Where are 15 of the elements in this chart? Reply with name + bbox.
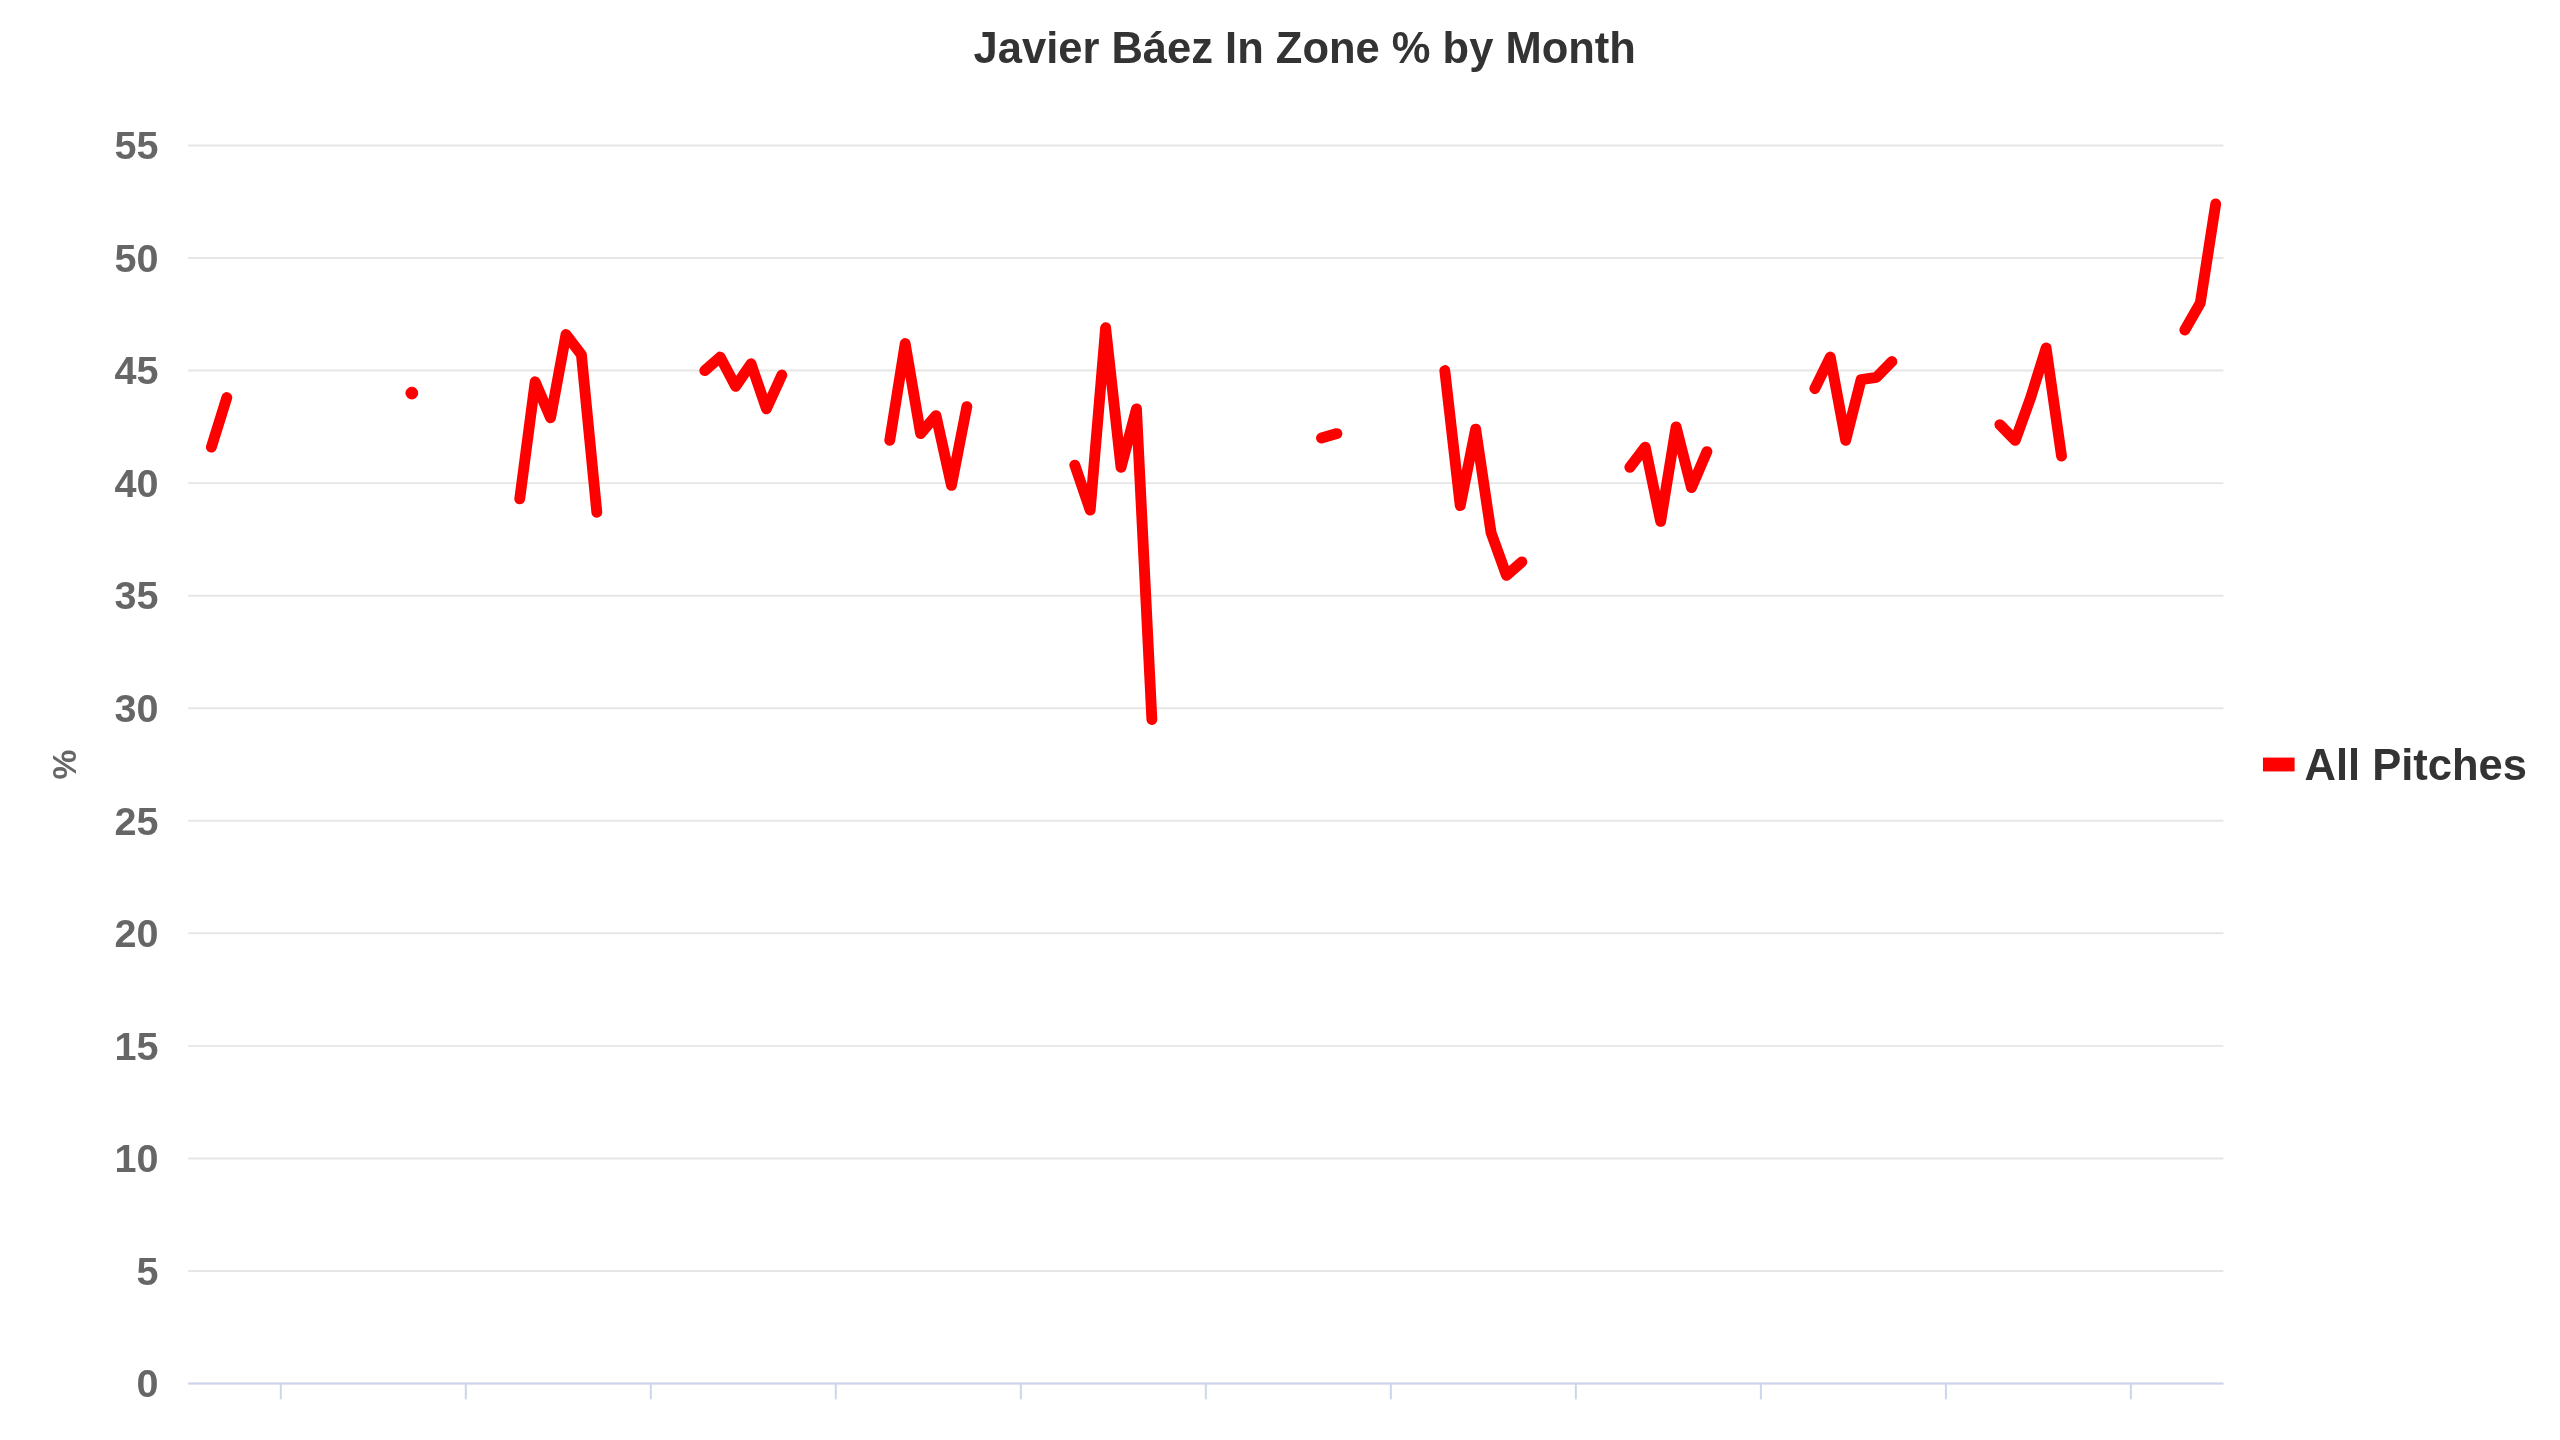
y-tick-label: 20 xyxy=(114,911,159,956)
legend-label: All Pitches xyxy=(2304,740,2527,789)
y-tick-label: 25 xyxy=(114,798,159,843)
y-tick-label: 45 xyxy=(114,348,159,393)
y-tick-label: 50 xyxy=(114,235,159,280)
y-tick-label: 5 xyxy=(136,1248,159,1293)
y-tick-label: 0 xyxy=(136,1361,159,1406)
y-tick-label: 10 xyxy=(114,1136,159,1181)
y-tick-label: 30 xyxy=(114,686,159,731)
y-tick-label: 35 xyxy=(114,573,159,618)
y-axis-title: % xyxy=(45,749,83,780)
y-tick-label: 15 xyxy=(114,1023,159,1068)
y-tick-label: 55 xyxy=(114,123,159,168)
y-tick-label: 40 xyxy=(114,460,159,505)
chart-title: Javier Báez In Zone % by Month xyxy=(973,24,1636,73)
